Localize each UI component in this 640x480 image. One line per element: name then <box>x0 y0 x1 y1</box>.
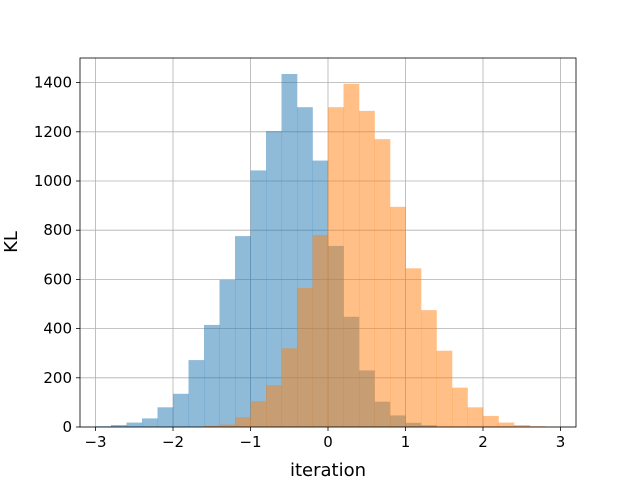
histogram-bar-series-2 <box>281 348 298 427</box>
x-tick-label: −2 <box>162 433 184 451</box>
y-axis-title: KL <box>1 231 22 253</box>
x-tick-label: −3 <box>84 433 106 451</box>
histogram-bar-series-2 <box>297 288 313 427</box>
histogram-bar-series-2 <box>328 107 344 427</box>
y-tick-label: 200 <box>43 369 72 387</box>
histogram-bar-series-2 <box>467 407 484 427</box>
histogram-bar-series-2 <box>436 350 453 427</box>
histogram-bar-series-2 <box>483 415 499 427</box>
y-tick-label: 1400 <box>34 74 72 92</box>
histogram-bar-series-1 <box>219 279 236 427</box>
histogram-bar-series-2 <box>405 268 422 427</box>
histogram-bar-series-1 <box>235 236 251 427</box>
histogram-bar-series-2 <box>374 139 391 427</box>
histogram-bar-series-1 <box>173 393 189 427</box>
histogram-bar-series-1 <box>111 425 127 427</box>
x-tick-label: 3 <box>556 433 566 451</box>
histogram-bars <box>95 73 561 428</box>
histogram-bar-series-2 <box>359 110 375 427</box>
histogram-bar-series-2 <box>390 206 406 427</box>
y-tick-label: 400 <box>43 320 72 338</box>
histogram-bar-series-2 <box>204 425 220 427</box>
y-tick-label: 600 <box>43 270 72 288</box>
histogram-bar-series-2 <box>421 310 437 427</box>
y-tick-label: 800 <box>43 221 72 239</box>
histogram-bar-series-1 <box>204 324 220 427</box>
y-tick-label: 0 <box>62 418 72 436</box>
axis-ticks: −3 −2 −1 0 1 2 3 0 200 400 600 800 1000 1200 1400 <box>34 74 565 451</box>
x-tick-label: 0 <box>323 433 333 451</box>
x-axis-title: iteration <box>290 460 366 480</box>
histogram-bar-series-2 <box>312 235 329 427</box>
y-tick-label: 1200 <box>34 123 72 141</box>
histogram-bar-series-1 <box>266 131 282 427</box>
histogram-bar-series-2 <box>514 425 530 427</box>
x-tick-label: 1 <box>401 433 411 451</box>
histogram-bar-series-1 <box>157 407 174 427</box>
x-tick-label: 2 <box>478 433 488 451</box>
x-tick-label: −1 <box>239 433 261 451</box>
histogram-bar-series-2 <box>250 401 267 427</box>
histogram-bar-series-1 <box>188 360 205 427</box>
histogram-bar-series-1 <box>281 73 298 428</box>
histogram-bar-series-2 <box>219 424 236 427</box>
histogram-bar-series-2 <box>343 83 360 427</box>
histogram-bar-series-2 <box>266 385 282 427</box>
histogram-bar-series-2 <box>235 417 251 427</box>
histogram-bar-series-1 <box>126 422 143 427</box>
histogram-bar-series-2 <box>452 387 468 427</box>
y-tick-label: 1000 <box>34 172 72 190</box>
histogram-bar-series-2 <box>498 422 515 427</box>
histogram-bar-series-1 <box>142 418 158 427</box>
histogram-bar-series-1 <box>250 170 267 427</box>
